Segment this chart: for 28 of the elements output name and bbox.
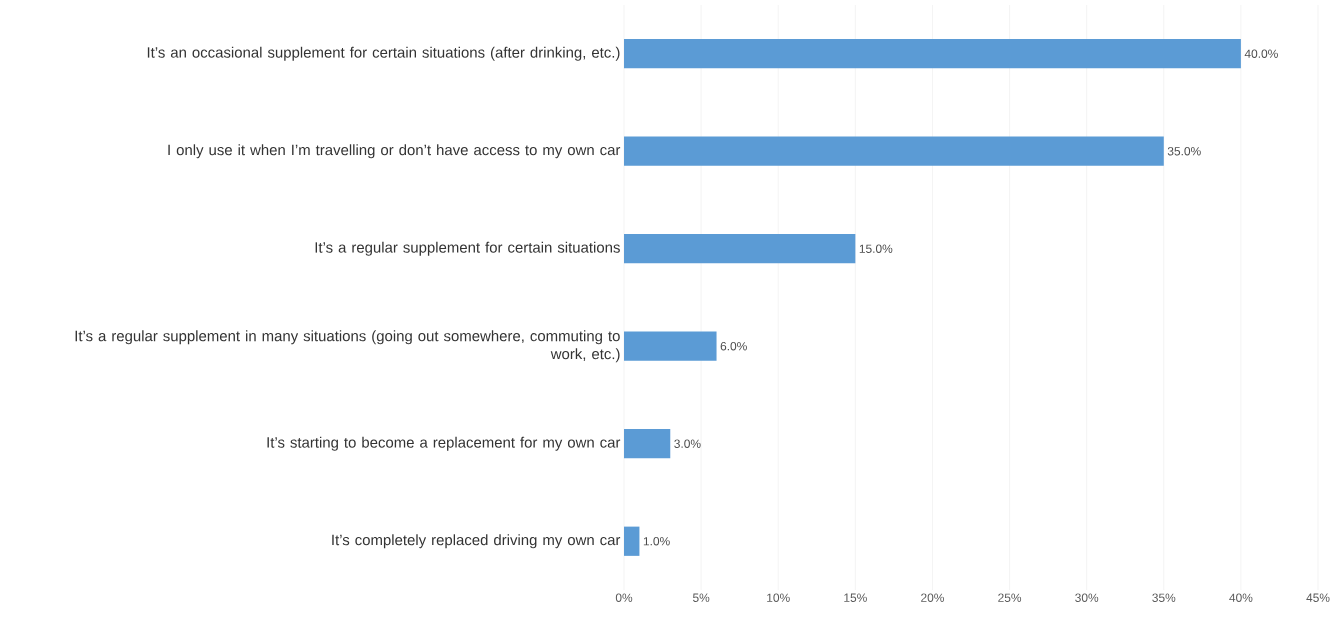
x-tick-label: 20% (921, 593, 944, 602)
y-tick-label: It’s starting to become a replacement for my own car (267, 436, 621, 451)
bar (624, 136, 1164, 166)
y-tick-label: I only use it when I’m travelling or don’t have access to my own car (168, 144, 621, 159)
bar (624, 429, 671, 459)
data-label: 6.0% (720, 342, 747, 351)
x-tick-label: 30% (1075, 593, 1099, 602)
y-tick-label: It’s a regular supplement for certain situations (315, 241, 620, 256)
data-label: 40.0% (1244, 49, 1278, 58)
bar (624, 39, 1241, 69)
bar (624, 234, 856, 264)
y-tick-label: It’s completely replaced driving my own car (332, 534, 621, 549)
data-label: 1.0% (643, 537, 670, 546)
x-tick-label: 10% (767, 593, 790, 602)
x-tick-label: 40% (1229, 593, 1253, 602)
bar (624, 526, 640, 556)
x-tick-label: 15% (844, 593, 867, 602)
x-tick-label: 5% (692, 593, 710, 602)
data-label: 3.0% (674, 439, 701, 448)
x-tick-label: 45% (1306, 593, 1330, 602)
x-tick-label: 35% (1152, 593, 1176, 602)
x-tick-label: 0% (615, 593, 633, 602)
y-tick-label: It’s a regular supplement in many situations (going out somewhere, commuting to work, etc.) (75, 330, 620, 363)
x-tick-label: 25% (998, 593, 1022, 602)
data-label: 15.0% (859, 244, 893, 253)
data-label: 35.0% (1167, 147, 1201, 156)
bar (624, 331, 717, 361)
y-tick-label: It’s an occasional supplement for certain situations (after drinking, etc.) (147, 46, 620, 61)
